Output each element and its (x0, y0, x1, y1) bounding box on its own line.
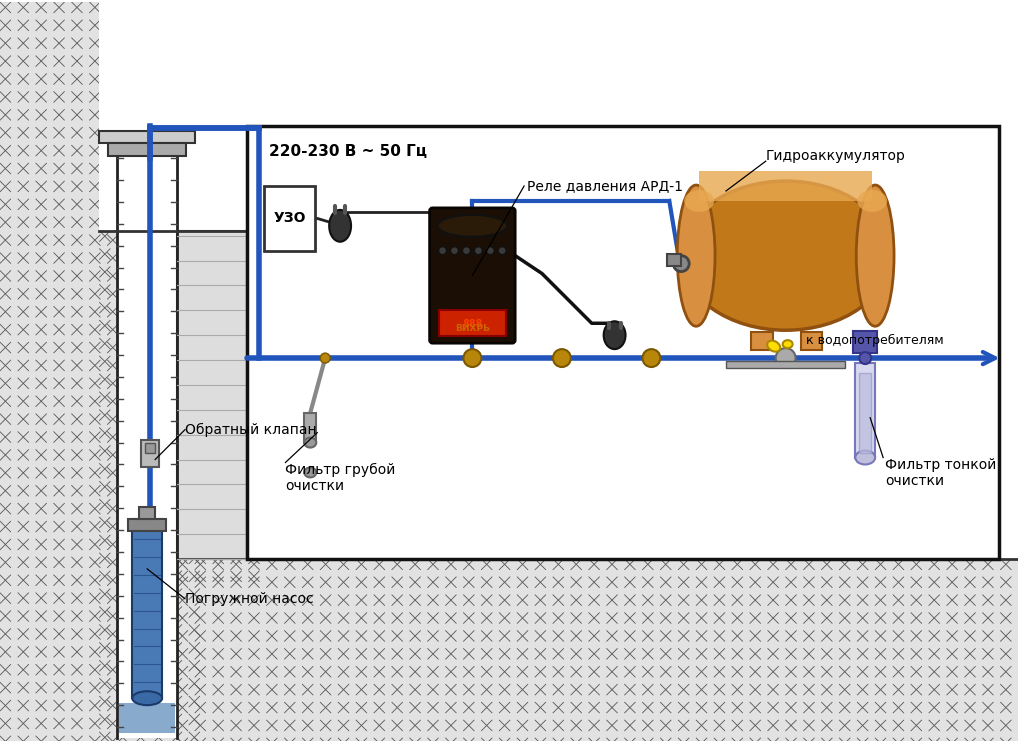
Bar (109, 143, 186, 156)
Ellipse shape (857, 190, 887, 212)
Circle shape (451, 247, 459, 255)
Circle shape (321, 353, 330, 363)
Ellipse shape (856, 185, 894, 326)
Ellipse shape (767, 340, 780, 351)
Ellipse shape (782, 340, 793, 348)
Ellipse shape (132, 691, 162, 705)
Circle shape (486, 247, 495, 255)
Text: Фильтр грубой
очистки: Фильтр грубой очистки (286, 462, 396, 493)
Bar (304, 413, 316, 443)
Circle shape (642, 349, 660, 367)
Bar (859, 373, 871, 452)
Text: Обратный клапан: Обратный клапан (185, 423, 316, 437)
Bar (139, 507, 156, 519)
Ellipse shape (855, 450, 876, 464)
Circle shape (673, 256, 689, 271)
Bar (145, 443, 156, 452)
Text: Погружной насос: Погружной насос (185, 591, 313, 606)
Text: УЗО: УЗО (273, 211, 305, 225)
Bar (0, 2, 99, 741)
Bar (263, 186, 315, 250)
Text: Реле давления АРД-1: Реле давления АРД-1 (527, 179, 683, 193)
FancyBboxPatch shape (430, 208, 515, 343)
Ellipse shape (304, 467, 316, 478)
Circle shape (776, 348, 796, 368)
Bar (751, 332, 773, 350)
Bar (99, 132, 177, 231)
Bar (132, 519, 162, 698)
Circle shape (438, 247, 446, 255)
Circle shape (474, 247, 482, 255)
Bar (128, 519, 166, 531)
Ellipse shape (437, 215, 507, 237)
Bar (177, 231, 247, 559)
Bar (99, 231, 177, 741)
Text: 220-230 В ~ 50 Гц: 220-230 В ~ 50 Гц (268, 144, 427, 159)
Bar (699, 171, 872, 201)
Text: Гидроаккумулятор: Гидроаккумулятор (766, 149, 905, 163)
Circle shape (499, 247, 506, 255)
Ellipse shape (684, 190, 714, 212)
Circle shape (859, 352, 871, 364)
Bar (801, 332, 822, 350)
Bar (853, 331, 878, 353)
Circle shape (463, 247, 470, 255)
Text: 888: 888 (462, 319, 482, 329)
Bar (118, 106, 177, 738)
Bar (177, 559, 1018, 741)
Bar (247, 2, 1018, 559)
Circle shape (464, 349, 481, 367)
Bar (177, 231, 247, 559)
Bar (668, 253, 681, 265)
Bar (99, 132, 195, 143)
Ellipse shape (681, 181, 890, 330)
Ellipse shape (677, 185, 715, 326)
Bar (99, 2, 247, 231)
Ellipse shape (304, 438, 316, 447)
Ellipse shape (329, 210, 351, 241)
Ellipse shape (604, 321, 626, 349)
Bar (120, 703, 175, 733)
Bar (855, 363, 876, 458)
Text: ВИХРЬ: ВИХРЬ (455, 324, 489, 333)
Bar (726, 361, 846, 368)
Bar (438, 311, 506, 336)
Text: к водопотребителям: к водопотребителям (806, 334, 943, 347)
Bar (247, 126, 999, 559)
Bar (141, 440, 159, 467)
Text: Фильтр тонкой
очистки: Фильтр тонкой очистки (885, 458, 996, 487)
Circle shape (553, 349, 570, 367)
